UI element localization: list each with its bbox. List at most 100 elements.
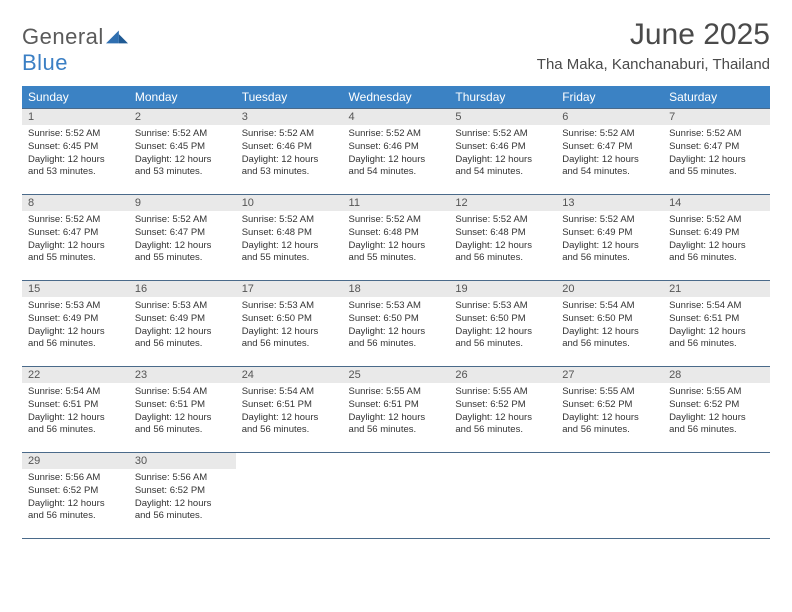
daylight-text: Daylight: 12 hours and 55 minutes. [135,240,230,266]
dow-wednesday: Wednesday [343,86,450,109]
daylight-text: Daylight: 12 hours and 56 minutes. [455,412,550,438]
day-number: 10 [236,195,343,211]
day-cell: 6Sunrise: 5:52 AMSunset: 6:47 PMDaylight… [556,109,663,195]
day-number: 26 [449,367,556,383]
week-row: 22Sunrise: 5:54 AMSunset: 6:51 PMDayligh… [22,367,770,453]
daylight-text: Daylight: 12 hours and 56 minutes. [669,412,764,438]
daylight-text: Daylight: 12 hours and 54 minutes. [349,154,444,180]
sunrise-text: Sunrise: 5:52 AM [28,214,123,227]
day-cell: 28 Sunrise: 5:55 AMSunset: 6:52 PMDayligh… [663,367,770,453]
logo-word-blue: Blue [22,50,68,75]
sunset-text: Sunset: 6:47 PM [135,227,230,240]
sunrise-text: Sunrise: 5:53 AM [135,300,230,313]
day-number: 28 [663,367,770,383]
dow-thursday: Thursday [449,86,556,109]
day-body: Sunrise: 5:52 AMSunset: 6:48 PMDaylight:… [449,211,556,269]
sunrise-text: Sunrise: 5:52 AM [349,128,444,141]
daylight-text: Daylight: 12 hours and 56 minutes. [242,412,337,438]
day-number: 14 [663,195,770,211]
day-body: Sunrise: 5:55 AMSunset: 6:52 PMDaylight:… [556,383,663,441]
daylight-text: Daylight: 12 hours and 56 minutes. [135,412,230,438]
day-number: 13 [556,195,663,211]
daylight-text: Daylight: 12 hours and 56 minutes. [562,412,657,438]
day-cell: 13Sunrise: 5:52 AMSunset: 6:49 PMDayligh… [556,195,663,281]
day-number: 3 [236,109,343,125]
day-number: 18 [343,281,450,297]
sunset-text: Sunset: 6:47 PM [28,227,123,240]
day-cell: 18Sunrise: 5:53 AMSunset: 6:50 PMDayligh… [343,281,450,367]
sunset-text: Sunset: 6:50 PM [455,313,550,326]
day-cell: 19Sunrise: 5:53 AMSunset: 6:50 PMDayligh… [449,281,556,367]
day-body: Sunrise: 5:52 AMSunset: 6:47 PMDaylight:… [663,125,770,183]
logo-mark-icon [106,28,128,44]
dow-sunday: Sunday [22,86,129,109]
day-body: Sunrise: 5:54 AMSunset: 6:51 PMDaylight:… [663,297,770,355]
day-body: Sunrise: 5:52 AMSunset: 6:49 PMDaylight:… [663,211,770,269]
daylight-text: Daylight: 12 hours and 53 minutes. [28,154,123,180]
sunset-text: Sunset: 6:49 PM [28,313,123,326]
day-cell: 10Sunrise: 5:52 AMSunset: 6:48 PMDayligh… [236,195,343,281]
sunset-text: Sunset: 6:52 PM [135,485,230,498]
sunset-text: Sunset: 6:51 PM [135,399,230,412]
sunset-text: Sunset: 6:46 PM [242,141,337,154]
week-row: 15Sunrise: 5:53 AMSunset: 6:49 PMDayligh… [22,281,770,367]
sunset-text: Sunset: 6:45 PM [135,141,230,154]
day-number: 16 [129,281,236,297]
day-number: 15 [22,281,129,297]
sunrise-text: Sunrise: 5:55 AM [669,386,764,399]
day-body: Sunrise: 5:54 AMSunset: 6:51 PMDaylight:… [129,383,236,441]
sunrise-text: Sunrise: 5:52 AM [349,214,444,227]
week-row: 29Sunrise: 5:56 AMSunset: 6:52 PMDayligh… [22,453,770,539]
daylight-text: Daylight: 12 hours and 53 minutes. [242,154,337,180]
sunrise-text: Sunrise: 5:54 AM [242,386,337,399]
sunset-text: Sunset: 6:52 PM [669,399,764,412]
day-cell [556,453,663,539]
daylight-text: Daylight: 12 hours and 56 minutes. [349,326,444,352]
day-cell: 5Sunrise: 5:52 AMSunset: 6:46 PMDaylight… [449,109,556,195]
sunset-text: Sunset: 6:47 PM [669,141,764,154]
day-body: Sunrise: 5:55 AMSunset: 6:51 PMDaylight:… [343,383,450,441]
daylight-text: Daylight: 12 hours and 56 minutes. [562,326,657,352]
day-body: Sunrise: 5:52 AMSunset: 6:49 PMDaylight:… [556,211,663,269]
day-number: 27 [556,367,663,383]
day-cell: 7Sunrise: 5:52 AMSunset: 6:47 PMDaylight… [663,109,770,195]
daylight-text: Daylight: 12 hours and 56 minutes. [455,326,550,352]
sunset-text: Sunset: 6:47 PM [562,141,657,154]
day-cell [343,453,450,539]
dow-saturday: Saturday [663,86,770,109]
sunset-text: Sunset: 6:51 PM [28,399,123,412]
sunset-text: Sunset: 6:48 PM [349,227,444,240]
sunset-text: Sunset: 6:50 PM [349,313,444,326]
day-number: 12 [449,195,556,211]
sunset-text: Sunset: 6:45 PM [28,141,123,154]
day-body: Sunrise: 5:53 AMSunset: 6:50 PMDaylight:… [236,297,343,355]
daylight-text: Daylight: 12 hours and 56 minutes. [669,326,764,352]
day-cell: 29Sunrise: 5:56 AMSunset: 6:52 PMDayligh… [22,453,129,539]
day-cell: 11Sunrise: 5:52 AMSunset: 6:48 PMDayligh… [343,195,450,281]
week-row: 8Sunrise: 5:52 AMSunset: 6:47 PMDaylight… [22,195,770,281]
day-cell: 14Sunrise: 5:52 AMSunset: 6:49 PMDayligh… [663,195,770,281]
sunrise-text: Sunrise: 5:55 AM [455,386,550,399]
day-number: 23 [129,367,236,383]
daylight-text: Daylight: 12 hours and 56 minutes. [135,498,230,524]
logo-text: General Blue [22,24,128,76]
sunset-text: Sunset: 6:50 PM [562,313,657,326]
sunrise-text: Sunrise: 5:53 AM [455,300,550,313]
dow-row: Sunday Monday Tuesday Wednesday Thursday… [22,86,770,109]
day-number: 6 [556,109,663,125]
day-cell: 8Sunrise: 5:52 AMSunset: 6:47 PMDaylight… [22,195,129,281]
brand-logo: General Blue [22,18,128,76]
day-body: Sunrise: 5:52 AMSunset: 6:47 PMDaylight:… [556,125,663,183]
sunset-text: Sunset: 6:49 PM [135,313,230,326]
day-cell [449,453,556,539]
day-number: 30 [129,453,236,469]
month-title: June 2025 [537,18,770,52]
calendar-body: 1Sunrise: 5:52 AMSunset: 6:45 PMDaylight… [22,109,770,539]
sunrise-text: Sunrise: 5:55 AM [562,386,657,399]
sunrise-text: Sunrise: 5:52 AM [28,128,123,141]
daylight-text: Daylight: 12 hours and 55 minutes. [349,240,444,266]
daylight-text: Daylight: 12 hours and 56 minutes. [28,412,123,438]
sunrise-text: Sunrise: 5:54 AM [562,300,657,313]
sunset-text: Sunset: 6:51 PM [669,313,764,326]
day-cell [236,453,343,539]
